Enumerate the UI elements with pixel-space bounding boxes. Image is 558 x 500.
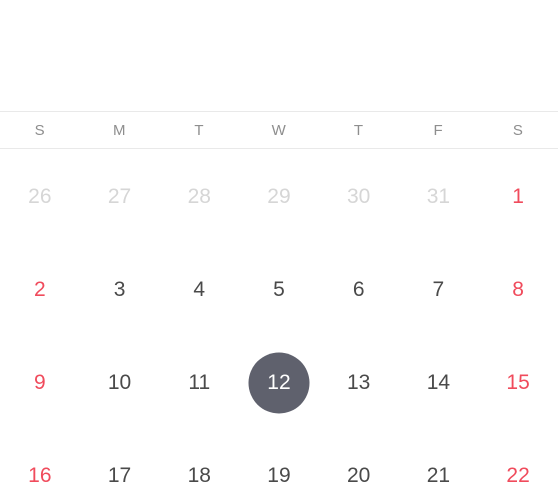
day-number: 29: [267, 184, 291, 208]
weekday-monday: M: [113, 121, 127, 139]
selected-day-indicator: [248, 352, 310, 413]
day-number: 30: [346, 184, 371, 208]
calendar-grid: 26 27 28 29 30 31 1 2 3 4 5 6 7 8 9 10 1…: [0, 150, 558, 500]
day-number: 6: [352, 277, 365, 301]
day-number: 19: [267, 463, 291, 487]
day-cell[interactable]: 11: [159, 336, 239, 429]
day-number: 11: [188, 370, 211, 394]
day-cell[interactable]: 26: [0, 150, 80, 243]
day-number: 13: [346, 370, 371, 394]
week-row: 9 10 11 12 13 14 15: [0, 336, 558, 429]
weekday-tuesday: T: [194, 121, 205, 139]
day-cell[interactable]: 27: [80, 150, 160, 243]
day-number: 20: [346, 463, 371, 487]
day-cell[interactable]: 1: [478, 150, 558, 243]
day-number: 26: [28, 184, 52, 208]
day-cell[interactable]: 13: [319, 336, 399, 429]
day-cell[interactable]: 31: [399, 150, 479, 243]
week-row: 26 27 28 29 30 31 1: [0, 150, 558, 243]
day-number: 10: [107, 370, 132, 394]
week-row: 16 17 18 19 20 21 22: [0, 429, 558, 500]
day-number: 2: [34, 277, 46, 301]
weekday-header: S M T W T F S: [0, 111, 558, 149]
day-cell-selected[interactable]: 12: [239, 336, 319, 429]
day-cell[interactable]: 30: [319, 150, 399, 243]
day-number: 4: [193, 277, 206, 301]
day-cell[interactable]: 10: [80, 336, 160, 429]
week-row: 2 3 4 5 6 7 8: [0, 243, 558, 336]
weekday-friday: F: [433, 121, 444, 139]
calendar-top-area: [0, 0, 558, 111]
day-cell[interactable]: 7: [399, 243, 479, 336]
day-number: 3: [113, 277, 126, 301]
day-cell[interactable]: 8: [478, 243, 558, 336]
day-number: 22: [506, 463, 530, 487]
day-cell[interactable]: 21: [399, 429, 479, 500]
day-number: 14: [426, 370, 451, 394]
day-number: 21: [426, 463, 451, 487]
day-cell[interactable]: 29: [239, 150, 319, 243]
day-number: 28: [187, 184, 211, 208]
day-cell[interactable]: 22: [478, 429, 558, 500]
day-cell[interactable]: 5: [239, 243, 319, 336]
day-number: 18: [187, 463, 211, 487]
day-cell[interactable]: 20: [319, 429, 399, 500]
day-cell[interactable]: 2: [0, 243, 80, 336]
day-number: 16: [28, 463, 52, 487]
day-number: 8: [512, 277, 524, 301]
day-number: 7: [432, 277, 445, 301]
day-number: 27: [107, 184, 132, 208]
weekday-saturday: S: [512, 121, 524, 139]
day-cell[interactable]: 6: [319, 243, 399, 336]
day-number: 9: [34, 370, 46, 394]
day-cell[interactable]: 16: [0, 429, 80, 500]
day-cell[interactable]: 4: [159, 243, 239, 336]
day-number: 1: [512, 184, 524, 208]
day-cell[interactable]: 3: [80, 243, 160, 336]
day-number: 12: [267, 370, 291, 394]
day-number: 15: [506, 370, 530, 394]
day-number: 5: [273, 277, 285, 301]
day-cell[interactable]: 18: [159, 429, 239, 500]
day-cell[interactable]: 14: [399, 336, 479, 429]
day-cell[interactable]: 17: [80, 429, 160, 500]
weekday-sunday: S: [34, 121, 46, 139]
weekday-thursday: T: [353, 121, 364, 139]
day-number: 31: [426, 184, 451, 208]
day-cell[interactable]: 9: [0, 336, 80, 429]
day-cell[interactable]: 28: [159, 150, 239, 243]
day-cell[interactable]: 15: [478, 336, 558, 429]
weekday-wednesday: W: [271, 121, 287, 139]
day-number: 17: [107, 463, 132, 487]
day-cell[interactable]: 19: [239, 429, 319, 500]
